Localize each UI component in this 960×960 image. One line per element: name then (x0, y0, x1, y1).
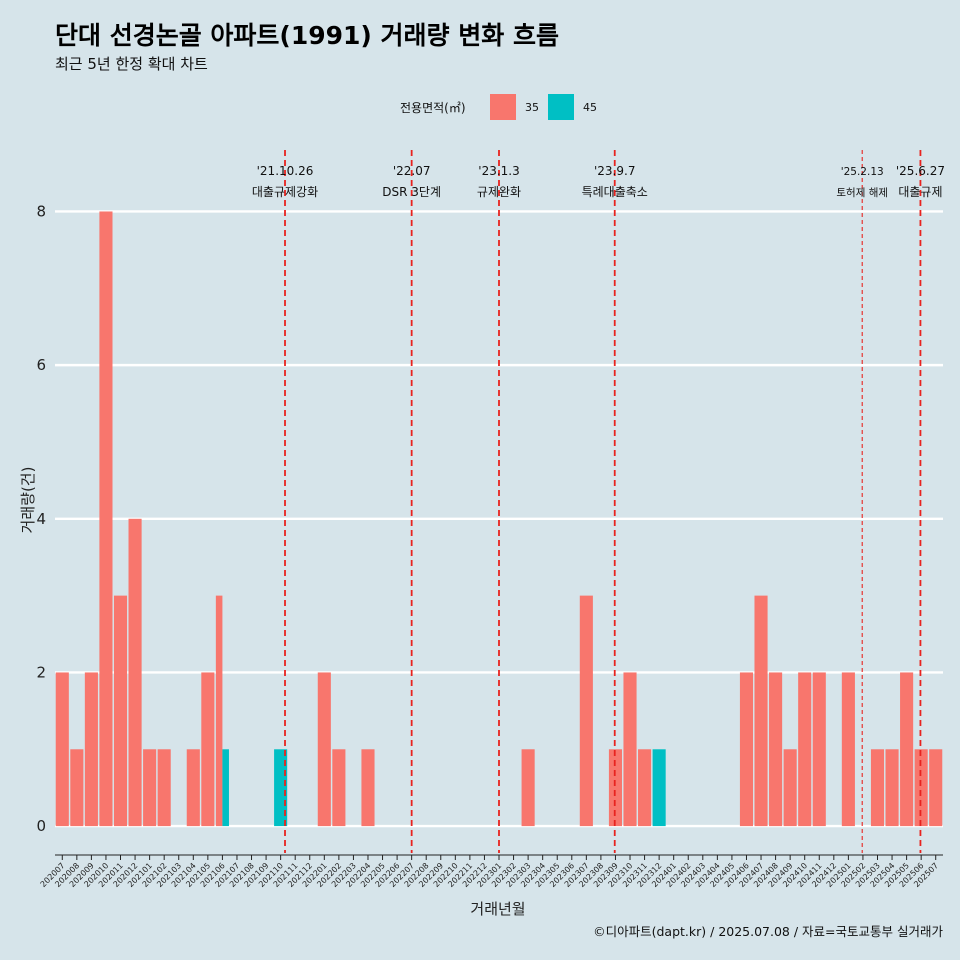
bar-35-202309 (608, 749, 623, 827)
bars (55, 211, 943, 827)
bar-35-202202 (332, 749, 346, 827)
event-date-label: '22.07 (393, 164, 431, 178)
y-axis-ticks: 0 2 4 6 8 (36, 202, 46, 835)
legend-swatch-35 (490, 94, 516, 120)
bar-35-202105 (201, 672, 215, 827)
bar-35-202009 (84, 672, 98, 827)
event-text-label: 규제완화 (477, 185, 521, 199)
bar-35-202303 (521, 749, 535, 827)
y-tick-label: 8 (36, 202, 46, 220)
event-date-label: '23.1.3 (478, 164, 519, 178)
bar-35-202011 (113, 595, 128, 827)
event-date-label: '25.6.27 (896, 164, 945, 178)
bar-35-202503 (870, 749, 885, 827)
bar-35-202106 (215, 595, 223, 827)
event-text-label: 특례대출축소 (582, 185, 648, 199)
event-text-label: 대출규제강화 (252, 185, 318, 199)
x-axis: 2020072020082020092020102020112020122021… (39, 854, 943, 889)
x-axis-title: 거래년월 (470, 900, 525, 918)
bar-35-202101 (143, 749, 157, 827)
y-axis-title: 거래량(건) (19, 467, 37, 534)
bar-45-202312 (652, 749, 666, 827)
bar-35-202411 (812, 672, 826, 827)
legend-label-35: 35 (525, 101, 539, 114)
bar-35-202010 (99, 211, 113, 827)
bar-35-202504 (885, 749, 899, 827)
bar-35-202406 (739, 672, 754, 827)
bar-35-202310 (623, 672, 637, 827)
bar-35-202012 (128, 518, 142, 827)
bar-35-202104 (186, 749, 200, 827)
legend-swatch-45 (548, 94, 574, 120)
bar-35-202501 (841, 672, 855, 827)
bar-35-202008 (70, 749, 84, 827)
bar-35-202409 (783, 749, 797, 827)
caption: ©디아파트(dapt.kr) / 2025.07.08 / 자료=국토교통부 실… (593, 924, 943, 939)
event-text-label: DSR 3단계 (382, 185, 441, 199)
bar-35-202201 (317, 672, 331, 827)
chart-title: 단대 선경논골 아파트(1991) 거래량 변화 흐름 (55, 21, 559, 50)
bar-45-202106 (222, 749, 229, 827)
event-annotations: '21.10.26 대출규제강화 '22.07 DSR 3단계 '23.1.3 규제완화 '… (252, 150, 945, 853)
legend-title: 전용면적(㎡) (400, 101, 466, 115)
bar-35-202307 (579, 595, 593, 827)
event-date-label: '23.9.7 (594, 164, 635, 178)
bar-35-202204 (361, 749, 375, 827)
y-tick-label: 4 (36, 510, 46, 528)
bar-35-202410 (798, 672, 812, 827)
bar-35-202311 (638, 749, 652, 827)
event-text-label: 토허제 해제 (836, 186, 888, 199)
event-date-label: '25.2.13 (841, 166, 884, 178)
bar-35-202007 (55, 672, 69, 827)
bar-35-202506 (914, 749, 928, 827)
bar-35-202507 (929, 749, 943, 827)
event-date-label: '21.10.26 (257, 164, 314, 178)
y-tick-label: 0 (36, 817, 46, 835)
bar-35-202505 (900, 672, 914, 827)
legend: 전용면적(㎡) 35 45 (400, 94, 597, 120)
event-text-label: 대출규제 (898, 185, 942, 199)
bar-35-202102 (157, 749, 171, 827)
chart-subtitle: 최근 5년 한정 확대 차트 (55, 55, 208, 73)
y-tick-label: 2 (36, 663, 46, 681)
bar-35-202407 (754, 595, 768, 827)
legend-label-45: 45 (583, 101, 597, 114)
y-tick-label: 6 (36, 356, 46, 374)
bar-45-202110 (274, 749, 288, 827)
bar-35-202408 (769, 672, 783, 827)
